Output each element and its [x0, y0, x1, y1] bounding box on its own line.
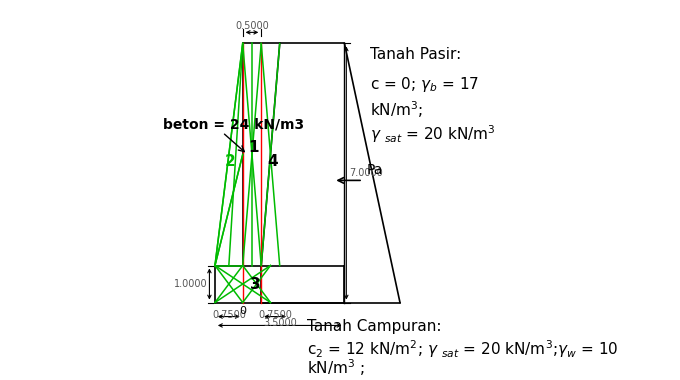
Text: Tanah Pasir:: Tanah Pasir:	[371, 47, 462, 62]
Text: c = 0; $\gamma_b$ = 17: c = 0; $\gamma_b$ = 17	[371, 75, 479, 94]
Text: 1: 1	[249, 139, 259, 155]
Text: 2: 2	[225, 154, 236, 169]
Text: 1.0000: 1.0000	[174, 279, 207, 289]
Text: 0.7500: 0.7500	[212, 310, 245, 320]
Text: beton = 24 kN/m3: beton = 24 kN/m3	[163, 118, 304, 132]
Text: 0.7500: 0.7500	[258, 310, 292, 320]
Text: 0: 0	[239, 306, 246, 316]
Text: c$_2$ = 12 kN/m$^2$; $\gamma$ $_{sat}$ = 20 kN/m$^3$;$\gamma_w$ = 10: c$_2$ = 12 kN/m$^2$; $\gamma$ $_{sat}$ =…	[307, 339, 619, 360]
Text: 7.0000: 7.0000	[350, 168, 383, 178]
Text: 3: 3	[250, 277, 261, 291]
Text: 0.5000: 0.5000	[235, 21, 269, 30]
Text: kN/m$^3$;: kN/m$^3$;	[371, 99, 424, 120]
Text: 3.5000: 3.5000	[263, 318, 296, 328]
Text: Tanah Campuran:: Tanah Campuran:	[307, 319, 442, 334]
Text: Pa: Pa	[367, 163, 383, 177]
Text: 4: 4	[267, 154, 277, 169]
Text: kN/m$^3$ ;: kN/m$^3$ ;	[307, 358, 365, 378]
Text: $\gamma$ $_{sat}$ = 20 kN/m$^3$: $\gamma$ $_{sat}$ = 20 kN/m$^3$	[371, 123, 496, 145]
